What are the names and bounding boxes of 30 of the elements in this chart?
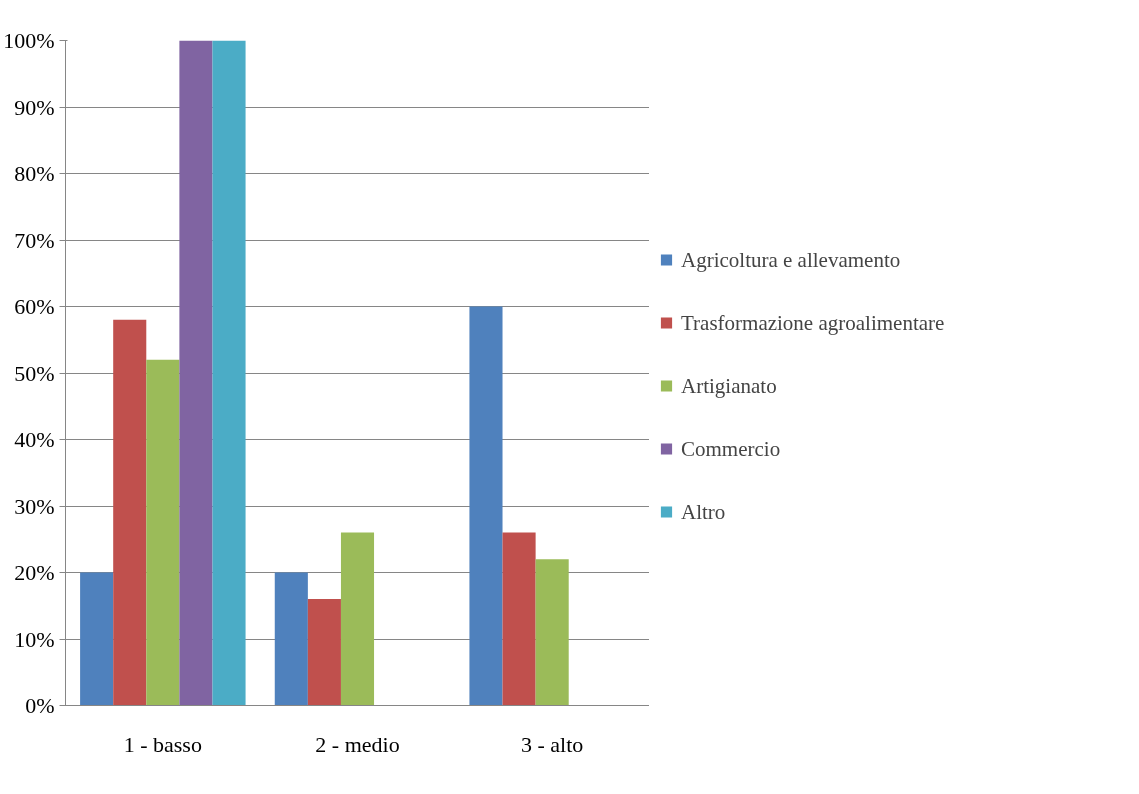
y-tick-label: 100% bbox=[3, 28, 55, 53]
bar bbox=[146, 359, 180, 706]
x-tick-label: 3 - alto bbox=[521, 731, 584, 757]
y-tick-label: 40% bbox=[14, 427, 55, 452]
y-tick-label: 20% bbox=[14, 560, 55, 585]
legend-label: Agricoltura e allevamento bbox=[681, 247, 901, 272]
y-tick-label: 80% bbox=[14, 161, 55, 186]
y-tick-label: 10% bbox=[14, 626, 55, 652]
bar bbox=[340, 532, 375, 706]
x-tick-label: 1 - basso bbox=[123, 731, 202, 757]
bar bbox=[469, 306, 503, 706]
legend-label: Commercio bbox=[681, 436, 781, 461]
bar bbox=[307, 599, 341, 706]
y-tick-label: 50% bbox=[14, 360, 55, 386]
y-tick-label: 70% bbox=[14, 227, 55, 253]
bar bbox=[179, 40, 213, 706]
bar bbox=[80, 572, 114, 706]
y-tick-label: 90% bbox=[14, 94, 55, 120]
x-tick-label: 2 - medio bbox=[315, 731, 400, 757]
y-tick-label: 30% bbox=[14, 493, 55, 519]
bar bbox=[274, 572, 308, 706]
legend-label: Trasformazione agroalimentare bbox=[681, 310, 945, 335]
bar bbox=[212, 40, 246, 706]
bar bbox=[113, 319, 147, 706]
bar bbox=[535, 559, 569, 706]
bar bbox=[502, 532, 536, 706]
y-tick-label: 60% bbox=[14, 294, 55, 319]
y-tick-label: 0% bbox=[25, 693, 55, 718]
legend-label: Artigianato bbox=[681, 373, 777, 398]
legend-label: Altro bbox=[681, 499, 726, 524]
